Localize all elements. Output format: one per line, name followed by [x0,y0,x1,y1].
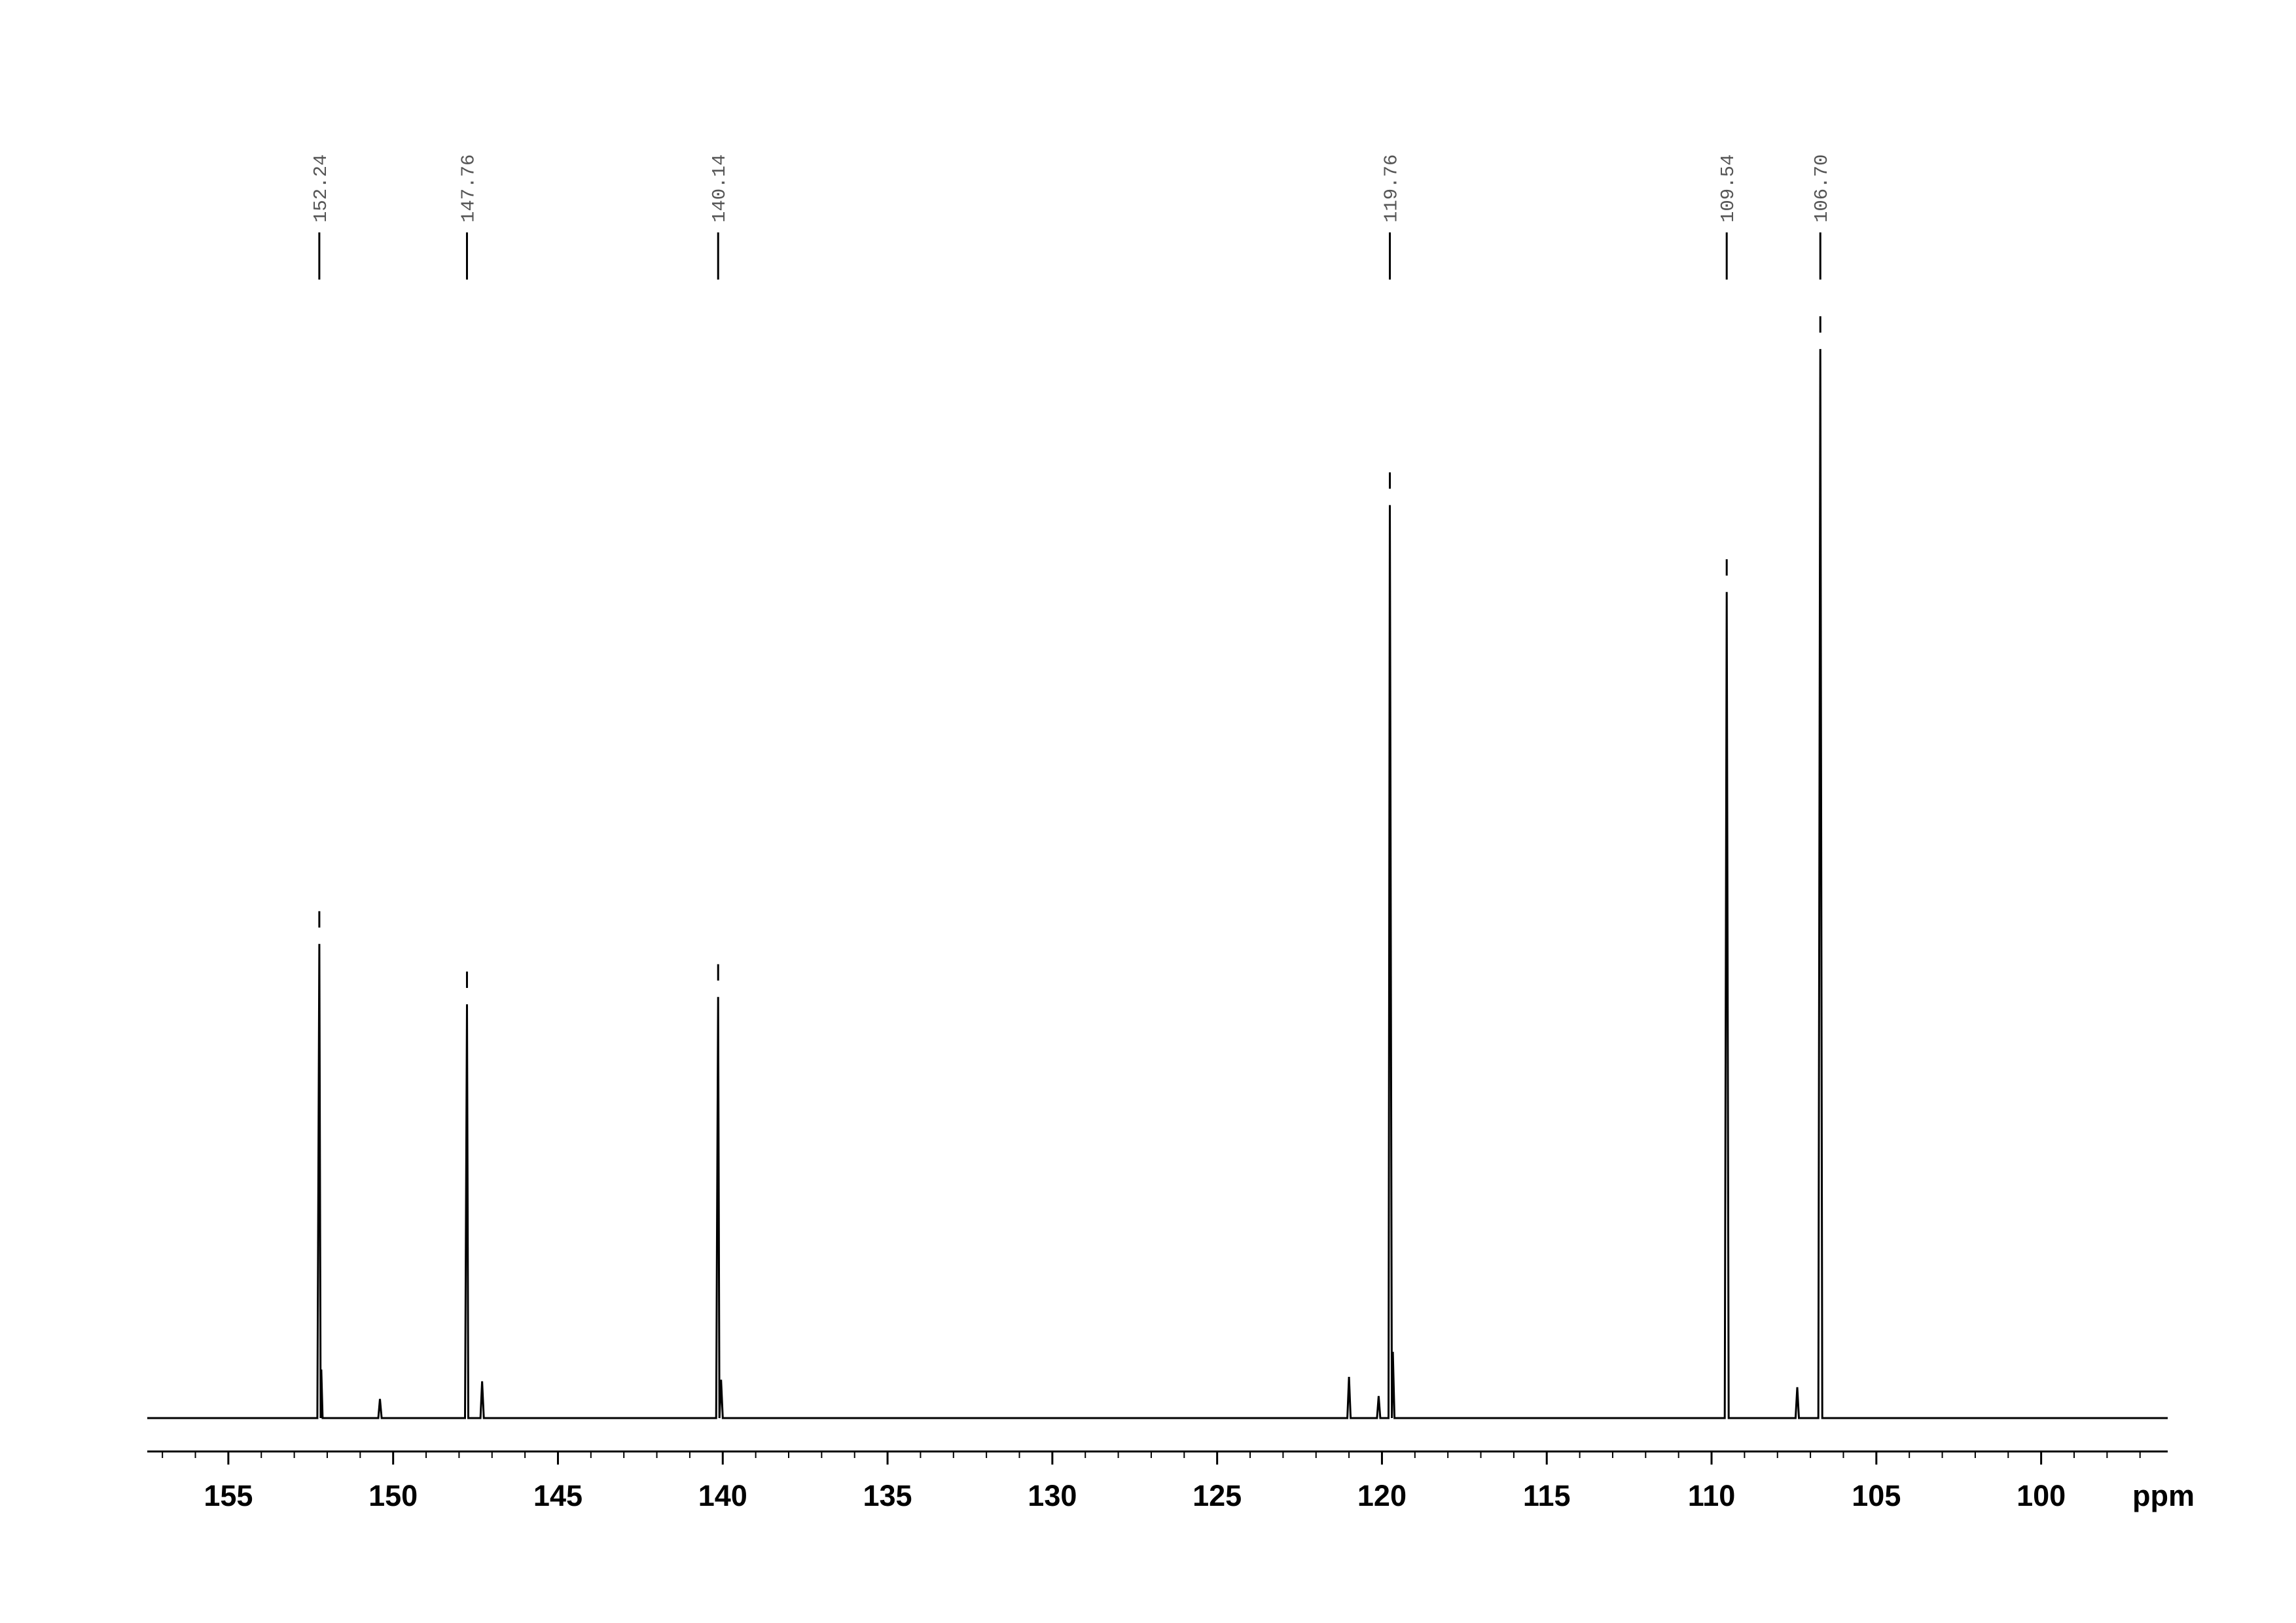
x-tick-label: 120 [1357,1479,1407,1512]
x-tick-label: 155 [204,1479,253,1512]
spectrum [147,349,2168,1419]
x-tick-label: 110 [1688,1479,1736,1512]
x-tick-label: 125 [1193,1479,1242,1512]
x-tick-label: 145 [533,1479,583,1512]
x-tick-label: 135 [863,1479,912,1512]
peak-label: 119.76 [1381,155,1403,223]
x-tick-label: 150 [368,1479,418,1512]
peak-label: 147.76 [457,155,479,223]
peak-label: 140.14 [709,155,730,223]
x-tick-label: 105 [1852,1479,1901,1512]
peak-label: 152.24 [310,155,332,223]
x-tick-label: 115 [1523,1479,1571,1512]
x-tick-label: 100 [2017,1479,2066,1512]
x-tick-label: 140 [698,1479,747,1512]
x-tick-label: 130 [1028,1479,1077,1512]
peak-label: 109.54 [1717,155,1739,223]
peak-label: 106.70 [1811,155,1833,223]
x-axis-label: ppm [2132,1479,2195,1512]
